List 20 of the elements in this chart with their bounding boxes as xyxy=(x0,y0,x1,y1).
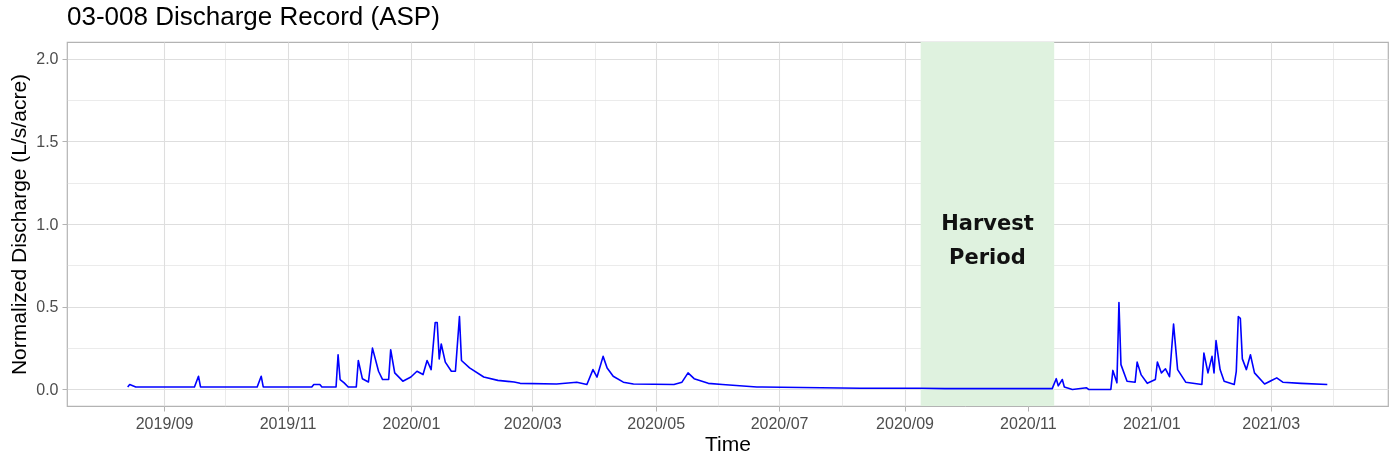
x-axis-title: Time xyxy=(705,431,751,455)
line-series xyxy=(126,301,1329,391)
y-tick-label: 1.5 xyxy=(36,132,59,150)
y-tick-label: 1.0 xyxy=(36,215,59,233)
band-label: Harvest Period xyxy=(941,211,1034,269)
x-tick-label: 2021/03 xyxy=(1242,414,1301,432)
x-tick-label: 2020/05 xyxy=(627,414,686,432)
y-tick-label: 0.5 xyxy=(36,298,59,316)
y-axis-title: Normalized Discharge (L/s/acre) xyxy=(7,73,31,376)
x-tick-label: 2020/11 xyxy=(1000,414,1057,432)
x-tick-label: 2021/01 xyxy=(1122,414,1181,432)
x-tick-label: 2020/03 xyxy=(503,414,562,432)
x-tick-label: 2019/11 xyxy=(259,414,317,432)
x-tick-label: 2020/01 xyxy=(382,414,441,432)
x-tick-label: 2020/07 xyxy=(750,414,809,432)
y-tick-label: 2.0 xyxy=(36,50,59,68)
x-tick-label: 2020/09 xyxy=(876,414,935,432)
x-tick-label: 2019/09 xyxy=(135,414,194,432)
chart-title: 03-008 Discharge Record (ASP) xyxy=(67,1,440,31)
y-tick-label: 0.0 xyxy=(36,380,59,398)
